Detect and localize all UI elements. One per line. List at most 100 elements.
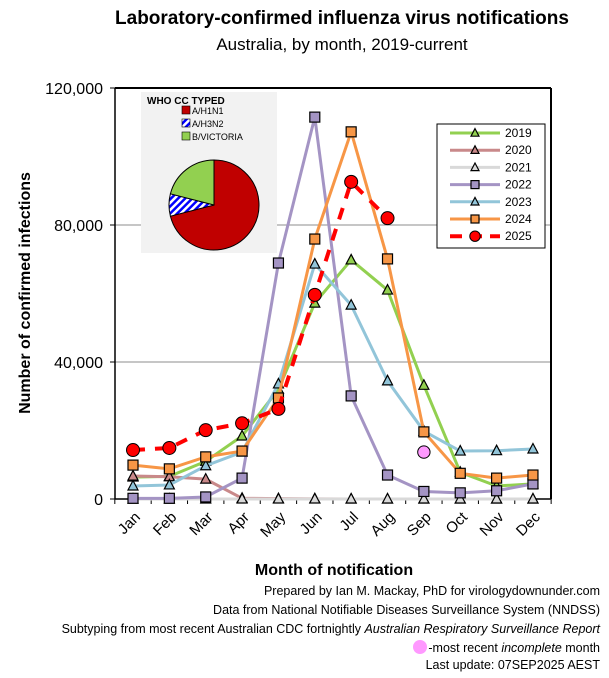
inset-legend-swatch xyxy=(181,131,191,141)
data-point-2024-Mar xyxy=(200,451,212,463)
footer-subtyping-prefix: Subtyping from most recent Australian CD… xyxy=(61,622,365,636)
data-point-2022-Jan xyxy=(127,492,139,504)
data-point-2024-Feb xyxy=(163,463,175,475)
series-2019 xyxy=(127,253,539,491)
legend-label-2024: 2024 xyxy=(505,212,532,226)
series-line-2023 xyxy=(132,262,534,488)
data-point-2021-Nov xyxy=(490,492,503,504)
data-point-2019-Aug xyxy=(381,283,394,295)
data-point-2022-Jun xyxy=(309,111,321,123)
data-point-2021-Dec xyxy=(526,492,539,504)
data-point-2021-Jul xyxy=(345,492,358,504)
data-point-2021-May xyxy=(272,492,285,504)
x-tick-label: Jan xyxy=(115,509,144,538)
legend-marker-2025 xyxy=(469,230,481,242)
y-tick-label: 40,000 xyxy=(54,355,103,372)
data-point-2025-Sep xyxy=(417,445,431,459)
legend-marker-2020 xyxy=(470,144,480,154)
x-tick-label: Nov xyxy=(477,508,508,539)
x-tick-label: Mar xyxy=(186,509,216,539)
series-2025 xyxy=(126,174,431,459)
series-line-2024 xyxy=(132,130,534,480)
data-point-2020-Mar xyxy=(199,472,212,484)
pie-slice xyxy=(169,159,215,206)
data-point-2022-Oct xyxy=(454,487,466,499)
data-point-2024-Aug xyxy=(381,253,394,265)
data-point-2023-Oct xyxy=(454,444,467,456)
legend: 2019 2020 2021 2022 2023 2024 2025 xyxy=(436,123,546,249)
series-line-2020 xyxy=(132,474,533,501)
data-point-2025-Jan xyxy=(126,443,140,458)
data-point-2021-Sep xyxy=(417,492,430,504)
data-point-2019-Jul xyxy=(345,253,358,265)
legend-label-2023: 2023 xyxy=(505,195,532,209)
data-point-2025-May xyxy=(271,401,286,416)
footer-incomplete-word: incomplete xyxy=(501,641,562,655)
footer-data-source: Data from National Notifiable Diseases S… xyxy=(213,603,600,617)
data-point-2024-Nov xyxy=(491,472,503,484)
x-tick-label: Aug xyxy=(367,509,398,540)
y-tick-label: 80,000 xyxy=(54,218,103,235)
data-point-2022-Sep xyxy=(418,485,430,498)
legend-marker-2022 xyxy=(470,180,480,190)
data-point-2022-Jul xyxy=(345,390,357,402)
series-line-2025 xyxy=(132,179,389,453)
footer-last-update: Last update: 07SEP2025 AEST xyxy=(425,658,600,672)
data-point-2025-Jun xyxy=(307,287,322,302)
x-tick-label: Apr xyxy=(224,509,253,538)
x-tick-label: Jun xyxy=(297,509,326,538)
legend-marker-2019 xyxy=(470,127,480,137)
x-axis-label: Month of notification xyxy=(255,562,413,579)
series-line-2022 xyxy=(133,115,534,500)
data-point-2019-Apr xyxy=(236,429,249,441)
data-point-2023-Mar xyxy=(199,458,212,471)
incomplete-month-marker-icon xyxy=(413,640,428,654)
y-axis-label: Number of confirmed infections xyxy=(17,172,34,414)
data-point-2022-Nov xyxy=(491,485,503,497)
series-layer xyxy=(126,111,539,504)
data-point-2022-Aug xyxy=(381,469,394,481)
data-point-2023-Dec xyxy=(526,442,539,454)
chart-title: Laboratory-confirmed influenza virus not… xyxy=(115,8,569,29)
data-point-2022-Mar xyxy=(200,491,212,503)
data-point-2024-Apr xyxy=(236,445,248,457)
x-tick-label: Jul xyxy=(336,509,362,535)
inset-legend-swatch xyxy=(181,105,191,115)
x-tick-label: May xyxy=(257,508,289,540)
legend-label-2019: 2019 xyxy=(505,126,532,140)
inset-legend-label: A/H1N1 xyxy=(192,106,224,116)
footer-prepared-by: Prepared by Ian M. Mackay, PhD for virol… xyxy=(263,584,600,598)
legend-label-2025: 2025 xyxy=(505,229,532,243)
data-point-2023-Nov xyxy=(490,443,503,456)
legend-label-2020: 2020 xyxy=(505,143,532,157)
inset-legend-label: A/H3N2 xyxy=(192,119,224,129)
data-point-2023-Jun xyxy=(308,257,321,269)
data-point-2024-Jan xyxy=(127,459,139,471)
data-point-2024-Sep xyxy=(418,426,430,438)
x-tick-label: Oct xyxy=(443,508,472,537)
data-point-2025-Apr xyxy=(235,416,250,431)
series-2024 xyxy=(127,126,539,484)
data-point-2021-Jun xyxy=(308,492,321,504)
inset-title: WHO CC TYPED xyxy=(147,96,225,107)
y-tick-label: 120,000 xyxy=(45,81,103,98)
data-point-2025-Jul xyxy=(344,174,359,189)
x-tick-label: Sep xyxy=(404,509,435,540)
data-point-2021-Apr xyxy=(236,492,249,504)
x-tick-label: Feb xyxy=(150,509,180,539)
data-point-2022-May xyxy=(272,257,285,269)
legend-marker-2024 xyxy=(470,214,480,224)
data-point-2019-Sep xyxy=(417,378,430,390)
data-point-2023-Feb xyxy=(163,478,176,490)
data-point-2024-Jun xyxy=(309,233,321,245)
data-point-2021-Aug xyxy=(381,492,394,504)
data-point-2022-Feb xyxy=(163,492,175,504)
inset-legend-label: B/VICTORIA xyxy=(192,132,243,142)
data-point-2025-Feb xyxy=(162,440,177,455)
legend-label-2022: 2022 xyxy=(505,178,532,192)
footer-subtyping-source: Subtyping from most recent Australian CD… xyxy=(62,622,600,636)
data-point-2023-Aug xyxy=(381,374,394,386)
legend-marker-2021 xyxy=(470,161,480,172)
